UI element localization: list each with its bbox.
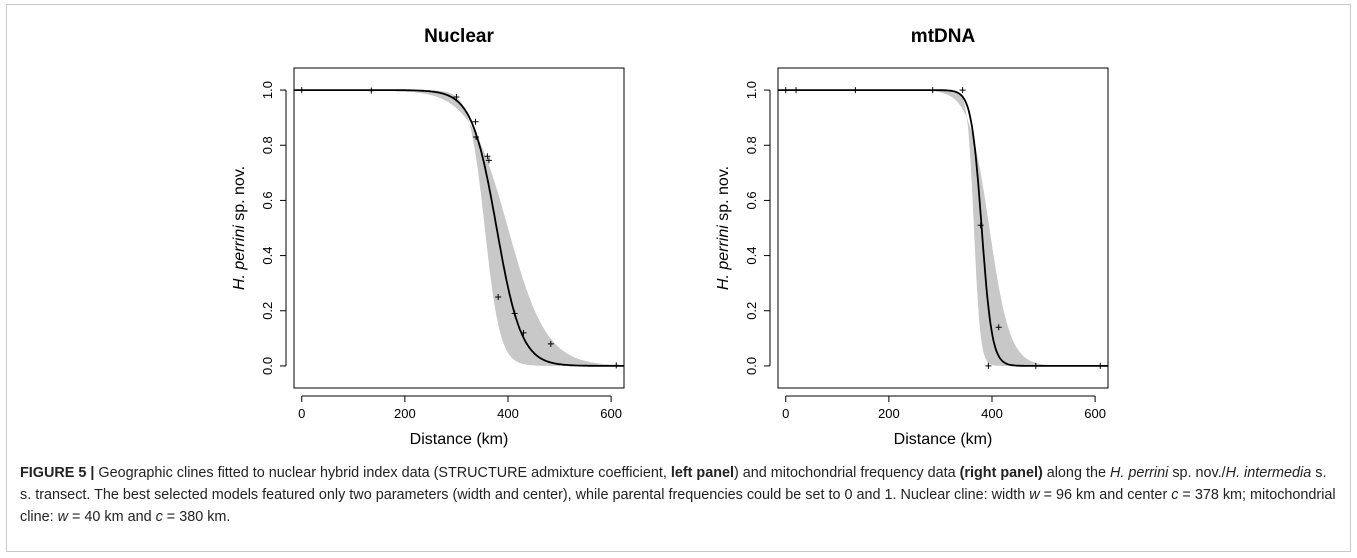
mtdna-data-point-8: [1032, 362, 1039, 369]
mtdna-title: mtDNA: [911, 26, 976, 47]
mtdna-data-point-3: [929, 87, 936, 94]
nuclear-y-tick-label-2: 0.4: [260, 247, 275, 265]
nuclear-y-tick-label-5: 1.0: [260, 81, 275, 99]
caption-text-5: s. s. transect. The best selected models…: [20, 465, 1327, 503]
mtdna-y-axis-label-species: H. perrini: [715, 225, 732, 290]
caption-text-3: along the: [1042, 465, 1110, 481]
mtdna-data-point-4: [959, 87, 966, 94]
mtdna-data-point-5: [977, 222, 984, 229]
nuclear-data-point-2: [453, 93, 460, 100]
caption-text-8: = 40 km and: [68, 509, 156, 525]
nuclear-x-tick-label-0: 0: [298, 406, 305, 421]
nuclear-x-tick-label-1: 200: [394, 406, 416, 421]
nuclear-data-point-0: [298, 87, 305, 94]
caption-c-symbol-2: c: [155, 509, 163, 525]
nuclear-y-tick-label-3: 0.6: [260, 191, 275, 209]
mtdna-y-tick-label-1: 0.2: [744, 302, 759, 320]
nuclear-data-point-9: [520, 329, 527, 336]
nuclear-confidence-band: [294, 90, 624, 366]
nuclear-data-point-7: [495, 293, 502, 300]
nuclear-x-tick-label-3: 600: [600, 406, 622, 421]
nuclear-y-axis-label: H. perrini sp. nov.: [231, 166, 248, 290]
nuclear-data-point-11: [613, 362, 620, 369]
nuclear-fitted-cline: [294, 89, 624, 367]
nuclear-data-point-8: [511, 310, 518, 317]
mtdna-y-tick-label-4: 0.8: [744, 136, 759, 154]
nuclear-x-tick-label-2: 400: [497, 406, 519, 421]
caption-species-2: H. intermedia: [1225, 465, 1312, 481]
caption-right-panel: (right panel): [959, 465, 1043, 481]
caption-text-6: = 96 km and center: [1039, 487, 1172, 503]
nuclear-data-point-5: [484, 153, 491, 160]
caption-text-1: Geographic clines fitted to nuclear hybr…: [94, 465, 671, 481]
nuclear-data-point-3: [472, 118, 479, 125]
mtdna-data-point-6: [985, 362, 992, 369]
nuclear-cline-chart: Nuclear 0 200 400 600 Distance (km) 0.0 0.2 0.4 0…: [224, 14, 644, 454]
nuclear-title: Nuclear: [424, 26, 494, 47]
nuclear-data-point-4: [473, 133, 480, 140]
mtdna-y-tick-label-3: 0.6: [744, 191, 759, 209]
caption-text-4: sp. nov./: [1168, 465, 1226, 481]
mtdna-y-tick-label-5: 1.0: [744, 81, 759, 99]
mtdna-plot-area: [778, 87, 1108, 369]
mtdna-y-tick-label-2: 0.4: [744, 247, 759, 265]
nuclear-y-axis-label-suffix: sp. nov.: [231, 166, 248, 225]
mtdna-fitted-cline: [778, 89, 1108, 367]
mtdna-plot-frame: [777, 67, 1109, 389]
caption-species-1: H. perrini: [1109, 465, 1169, 481]
mtdna-data-point-0: [782, 87, 789, 94]
nuclear-data-point-6: [485, 157, 492, 164]
nuclear-data-point-1: [368, 87, 375, 94]
figure-caption: FIGURE 5 | Geographic clines fitted to n…: [20, 462, 1340, 528]
caption-label: FIGURE 5 |: [20, 465, 95, 481]
caption-text-7: = 378 km; mitochondrial cline:: [20, 487, 1336, 525]
mtdna-cline-chart: mtDNA 0 200 400 600 Distance (km) 0.0 0.2 0.4 0.6…: [708, 14, 1128, 454]
caption-text-9: = 380 km.: [162, 509, 231, 525]
caption-left-panel: left panel: [670, 465, 734, 481]
nuclear-x-axis-label: Distance (km): [410, 431, 509, 448]
nuclear-plot-frame: [293, 67, 625, 389]
nuclear-data-point-10: [547, 340, 554, 347]
mtdna-chart-svg: mtDNA 0 200 400 600 Distance (km) 0.0 0.2 0.4 0.6…: [715, 26, 1109, 448]
mtdna-x-axis-label: Distance (km): [894, 431, 993, 448]
caption-w-symbol: w: [1029, 487, 1040, 503]
mtdna-y-tick-label-0: 0.0: [744, 357, 759, 375]
mtdna-x-tick-label-2: 400: [981, 406, 1003, 421]
mtdna-x-tick-label-0: 0: [782, 406, 789, 421]
figure-frame: [6, 4, 1351, 552]
nuclear-y-tick-label-0: 0.0: [260, 357, 275, 375]
mtdna-y-axis-label: H. perrini sp. nov.: [715, 166, 732, 290]
nuclear-plot-area: [294, 87, 624, 369]
mtdna-x-tick-label-3: 600: [1084, 406, 1106, 421]
mtdna-confidence-band: [778, 90, 1108, 366]
mtdna-data-point-9: [1097, 362, 1104, 369]
mtdna-data-point-7: [995, 324, 1002, 331]
caption-text-2: ) and mitochondrial frequency data: [734, 465, 960, 481]
caption-c-symbol: c: [1171, 487, 1179, 503]
nuclear-y-tick-label-1: 0.2: [260, 302, 275, 320]
mtdna-data-point-2: [852, 87, 859, 94]
caption-w-symbol-2: w: [57, 509, 68, 525]
nuclear-y-tick-label-4: 0.8: [260, 136, 275, 154]
nuclear-chart-svg: Nuclear 0 200 400 600 Distance (km) 0.0 0.2 0.4 0…: [231, 26, 625, 448]
nuclear-y-axis-label-species: H. perrini: [231, 225, 248, 290]
mtdna-x-tick-label-1: 200: [878, 406, 900, 421]
mtdna-data-point-1: [793, 87, 800, 94]
mtdna-y-axis-label-suffix: sp. nov.: [715, 166, 732, 225]
